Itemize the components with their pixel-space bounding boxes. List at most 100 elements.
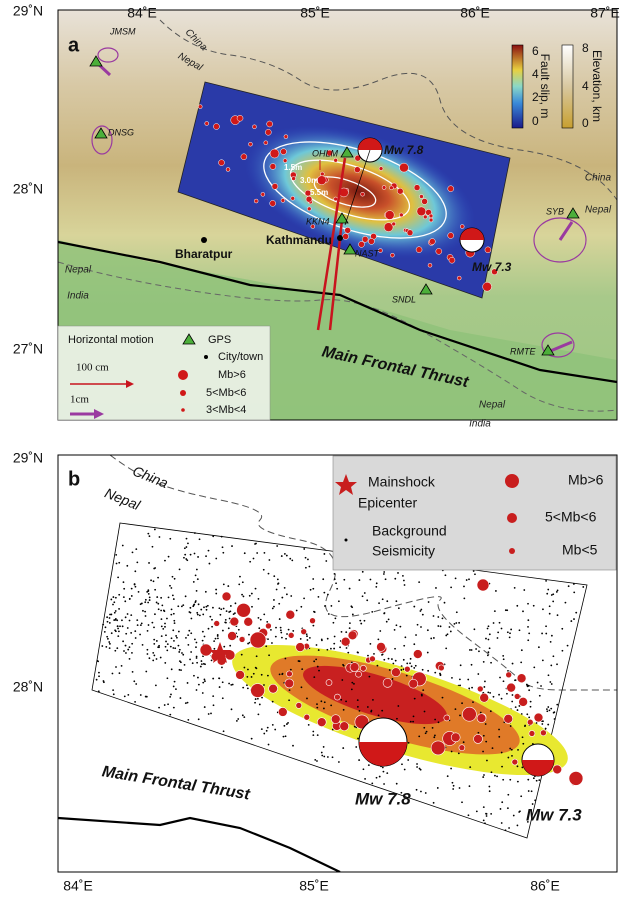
quake xyxy=(389,186,393,190)
background-event xyxy=(312,578,314,580)
background-event xyxy=(289,689,291,691)
background-event xyxy=(410,721,412,723)
background-event xyxy=(410,658,412,660)
background-event xyxy=(490,662,492,664)
background-event xyxy=(173,598,175,600)
background-event xyxy=(222,697,224,699)
border-label: India xyxy=(67,291,89,302)
quake xyxy=(477,714,486,723)
background-event xyxy=(212,678,214,680)
background-event xyxy=(382,767,384,769)
background-event xyxy=(112,604,114,606)
legend-item: Background xyxy=(372,523,447,539)
background-event xyxy=(129,658,131,660)
quake xyxy=(226,167,230,171)
background-event xyxy=(211,626,213,628)
background-event xyxy=(533,777,535,779)
background-event xyxy=(284,553,286,555)
background-event xyxy=(134,570,136,572)
background-event xyxy=(127,613,129,615)
background-event xyxy=(116,647,118,649)
quake xyxy=(390,253,394,257)
event-label: Mw 7.8 xyxy=(384,143,424,157)
background-event xyxy=(530,706,532,708)
background-event xyxy=(522,743,524,745)
background-event xyxy=(144,611,146,613)
background-event xyxy=(263,569,265,571)
quake xyxy=(385,211,394,220)
background-event xyxy=(546,710,548,712)
background-event xyxy=(173,620,175,622)
background-event xyxy=(473,570,475,572)
quake xyxy=(343,233,349,239)
lon-label: 84˚E xyxy=(127,5,157,21)
quake xyxy=(517,674,526,683)
background-event xyxy=(212,695,214,697)
background-event xyxy=(456,611,458,613)
background-event xyxy=(389,669,391,671)
background-event xyxy=(434,719,436,721)
background-event xyxy=(236,720,238,722)
background-event xyxy=(281,597,283,599)
quake xyxy=(362,236,368,242)
background-event xyxy=(442,697,444,699)
background-event xyxy=(550,641,552,643)
background-event xyxy=(127,694,129,696)
background-event xyxy=(426,731,428,733)
quake xyxy=(514,693,520,699)
background-event xyxy=(166,618,168,620)
background-event xyxy=(185,595,187,597)
quake xyxy=(326,680,332,686)
background-event xyxy=(156,596,158,598)
quake xyxy=(477,579,489,591)
background-event xyxy=(364,620,366,622)
background-event xyxy=(288,629,290,631)
background-event xyxy=(424,711,426,713)
background-event xyxy=(328,613,330,615)
background-event xyxy=(208,550,210,552)
background-event xyxy=(118,631,120,633)
background-event xyxy=(199,614,201,616)
background-event xyxy=(190,618,192,620)
background-event xyxy=(455,708,457,710)
background-event xyxy=(499,677,501,679)
background-event xyxy=(159,536,161,538)
background-event xyxy=(157,646,159,648)
background-event xyxy=(196,689,198,691)
background-event xyxy=(114,650,116,652)
background-event xyxy=(509,779,511,781)
background-event xyxy=(413,667,415,669)
background-event xyxy=(475,648,477,650)
background-event xyxy=(172,629,174,631)
background-event xyxy=(271,642,273,644)
quake xyxy=(399,163,408,172)
quake xyxy=(391,668,400,677)
station-label: NAST xyxy=(355,248,381,258)
background-event xyxy=(378,602,380,604)
background-event xyxy=(303,597,305,599)
background-event xyxy=(182,604,184,606)
background-event xyxy=(122,545,124,547)
background-event xyxy=(152,652,154,654)
background-event xyxy=(345,700,347,702)
background-event xyxy=(185,558,187,560)
background-event xyxy=(107,638,109,640)
background-event xyxy=(472,701,474,703)
background-event xyxy=(557,589,559,591)
background-event xyxy=(126,565,128,567)
quake xyxy=(270,149,279,158)
background-event xyxy=(468,578,470,580)
background-event xyxy=(256,552,258,554)
background-event xyxy=(156,602,158,604)
background-event xyxy=(115,666,117,668)
quake xyxy=(317,176,326,185)
background-event xyxy=(313,660,315,662)
background-event xyxy=(397,705,399,707)
background-event xyxy=(198,603,200,605)
background-event xyxy=(489,692,491,694)
quake xyxy=(341,637,350,646)
background-event xyxy=(149,535,151,537)
background-event xyxy=(383,571,385,573)
lon-label: 86˚E xyxy=(530,878,560,894)
background-event xyxy=(316,760,318,762)
